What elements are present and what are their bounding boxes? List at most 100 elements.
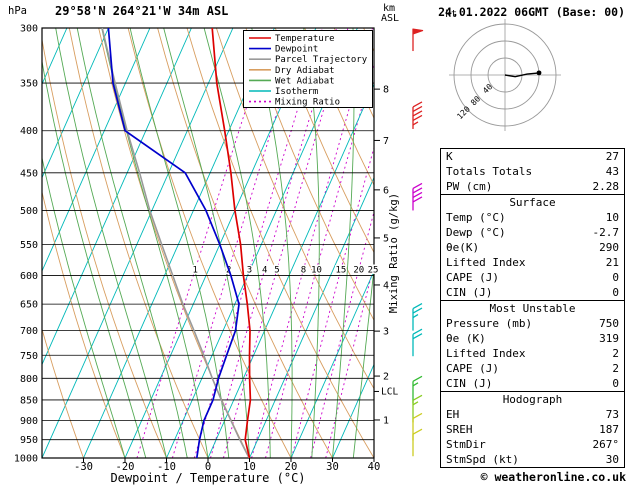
stats-row: EH 73 [441, 407, 624, 422]
stat-value: 290 [599, 241, 619, 254]
km-tick-label: 3 [383, 327, 389, 338]
stat-value: 10 [605, 211, 619, 224]
pressure-tick-label: 300 [20, 24, 38, 35]
stats-row: StmDir 267° [441, 437, 624, 452]
stat-label: CAPE (J) [446, 362, 499, 375]
mixing-ratio-value: 5 [274, 266, 279, 276]
stat-value: 30 [605, 453, 619, 466]
stats-section-title: Most Unstable [441, 300, 624, 316]
mixing-ratio-labels: 1 2 3 4 5 8 10 15 20 25 [191, 264, 380, 277]
hodograph-ring-label: 40 [481, 82, 494, 95]
pressure-tick-label: 550 [20, 240, 38, 251]
stat-label: K [446, 150, 453, 163]
stat-label: CIN (J) [446, 377, 493, 390]
x-axis-title: Dewpoint / Temperature (°C) [110, 471, 305, 485]
stat-value: 2 [612, 362, 619, 375]
stat-value: 73 [605, 408, 619, 421]
stat-label: θe(K) [446, 241, 480, 254]
lcl-label: LCL [381, 386, 398, 397]
hodograph: kt 40 80 120 [430, 0, 629, 145]
isotherm-line [42, 28, 109, 179]
hodograph-ring-label: 120 [455, 104, 472, 121]
temp-tick-label: 40 [368, 461, 381, 473]
temp-tick-label: -30 [74, 461, 93, 473]
km-tick-label: 2 [383, 372, 389, 383]
km-tick-label: 7 [383, 136, 389, 147]
mixing-ratio-value: 15 [335, 266, 346, 276]
dry-adiabat-line [423, 28, 431, 458]
stats-row: Lifted Index 2 [441, 346, 624, 361]
asl-unit-label: ASL [381, 13, 399, 24]
hodograph-ring-label: 80 [469, 94, 482, 107]
legend-label: Dewpoint [275, 45, 318, 55]
wind-barb [412, 101, 423, 129]
stat-label: Totals Totals [446, 165, 533, 178]
temp-tick-label: 10 [243, 461, 256, 473]
stat-value: 0 [612, 377, 619, 390]
stats-row: PW (cm) 2.28 [441, 179, 624, 194]
mixing-ratio-line [265, 63, 374, 458]
stat-label: EH [446, 408, 460, 421]
legend-label: Temperature [275, 34, 335, 44]
mixing-ratio-line [251, 28, 374, 458]
stat-value: 0 [612, 271, 619, 284]
dry-adiabat-line [42, 327, 84, 458]
mixing-ratio-value: 10 [311, 266, 322, 276]
stat-value: 267° [592, 438, 620, 451]
stats-row: CIN (J) 0 [441, 285, 624, 300]
stats-row: SREH 187 [441, 422, 624, 437]
copyright: © weatheronline.co.uk [480, 470, 626, 484]
km-tick-label: 4 [383, 280, 389, 291]
stats-row: CAPE (J) 2 [441, 361, 624, 376]
temp-tick-label: 0 [205, 461, 211, 473]
pressure-gridlines [42, 27, 374, 459]
wet-adiabat-line [55, 28, 167, 458]
hodograph-unit-label: kt [445, 9, 458, 20]
isotherm-line [290, 269, 374, 458]
parcel-trajectory-line [101, 28, 250, 458]
legend-label: Parcel Trajectory [275, 55, 368, 65]
mixing-ratio-value: 25 [368, 266, 379, 276]
km-tick-label: 8 [383, 85, 389, 96]
stat-label: CAPE (J) [446, 271, 499, 284]
isotherm-line [42, 28, 192, 366]
wind-barb [412, 412, 423, 441]
dry-adiabat-line [304, 28, 374, 187]
stat-value: 21 [605, 256, 619, 269]
dewpoint-line [107, 28, 240, 458]
mixing-ratio-axis-label: Mixing Ratio (g/kg) [388, 193, 400, 313]
stat-label: StmSpd (kt) [446, 453, 519, 466]
stat-value: 319 [599, 332, 619, 345]
dry-adiabat-line [42, 37, 167, 458]
pressure-tick-label: 650 [20, 300, 38, 311]
info-panel: 24.01.2022 06GMT (Base: 00) kt 40 80 120 K… [430, 0, 629, 486]
mixing-ratio-line [310, 210, 374, 458]
isotherm-line [332, 363, 374, 458]
stats-row: Dewp (°C) -2.7 [441, 225, 624, 240]
stats-row: K 27 [441, 149, 624, 164]
km-tick-label: 1 [383, 415, 389, 426]
pressure-tick-label: 950 [20, 435, 38, 446]
temperature-line [211, 28, 252, 458]
datetime-label: 24.01.2022 06GMT (Base: 00) [438, 5, 625, 19]
stats-row: CIN (J) 0 [441, 376, 624, 391]
stat-label: PW (cm) [446, 180, 493, 193]
pressure-tick-label: 700 [20, 326, 38, 337]
legend-label: Isotherm [275, 87, 318, 97]
wind-barb [412, 428, 423, 457]
stats-row: θe(K) 290 [441, 240, 624, 255]
stat-value: 43 [605, 165, 619, 178]
mixing-ratio-value: 20 [353, 266, 364, 276]
stat-value: 750 [599, 317, 619, 330]
pressure-tick-label: 800 [20, 374, 38, 385]
pressure-tick-label: 850 [20, 395, 38, 406]
stat-value: 27 [605, 150, 619, 163]
skewt-svg: 1 2 3 4 5 8 10 15 20 2530035040045050055060065070… [8, 3, 431, 485]
isotherm-line [83, 28, 275, 458]
stat-label: Dewp (°C) [446, 226, 506, 239]
stats-row: Temp (°C) 10 [441, 210, 624, 225]
stat-value: 2.28 [592, 180, 620, 193]
mixing-ratio-value: 3 [247, 266, 252, 276]
